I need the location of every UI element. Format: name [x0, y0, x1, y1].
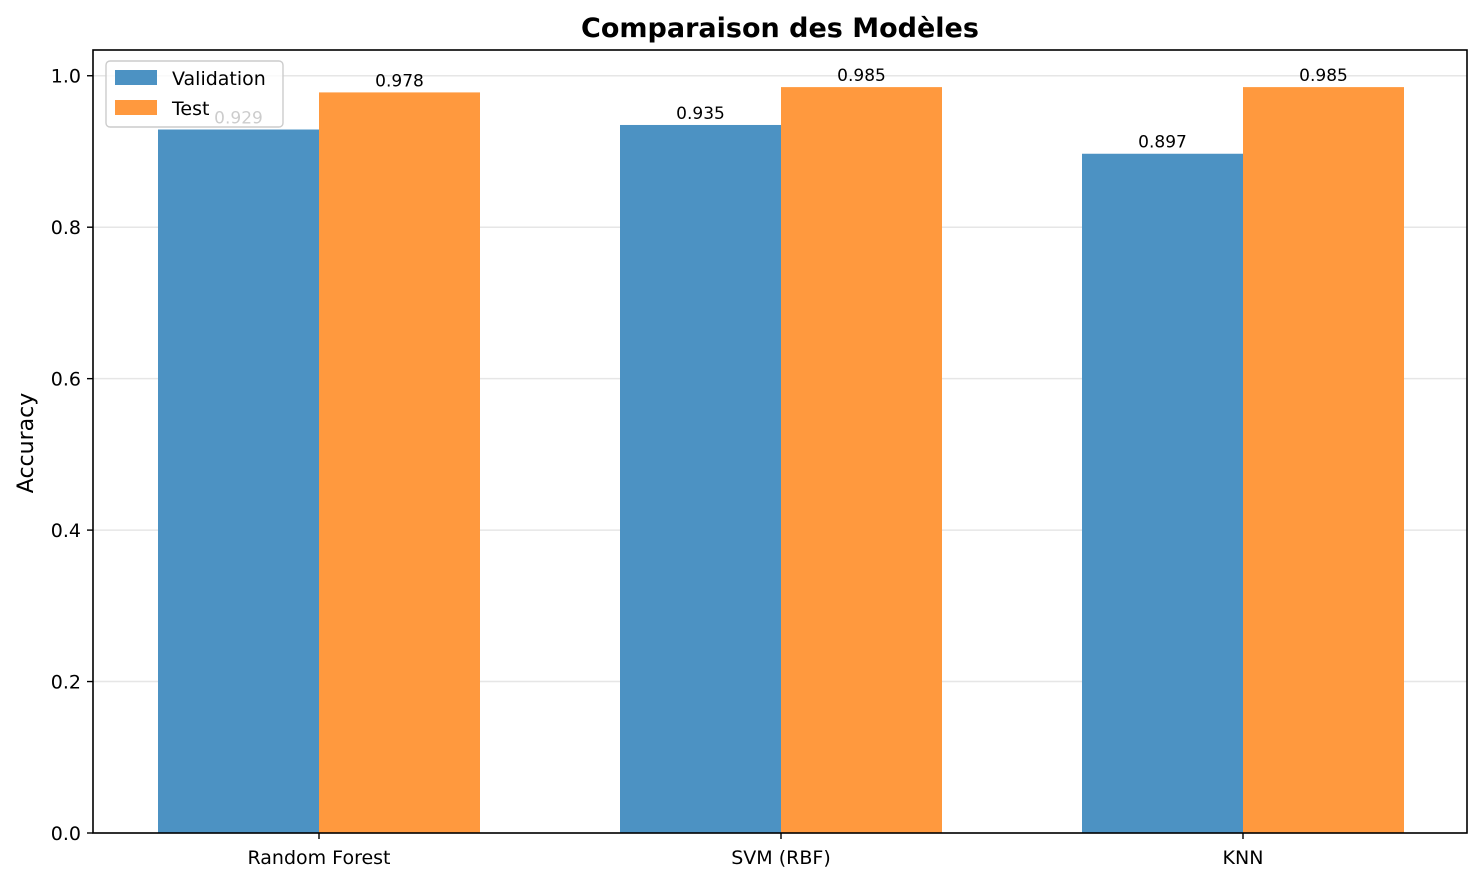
bars — [158, 87, 1404, 834]
chart-title: Comparaison des Modèles — [581, 13, 979, 44]
bar-value-label: 0.985 — [837, 66, 886, 86]
legend: Validation Test — [105, 60, 284, 128]
bar-value-label: 0.985 — [1299, 66, 1348, 86]
bar — [1082, 153, 1243, 833]
bar — [319, 92, 480, 833]
x-tick-label: KNN — [1223, 847, 1264, 869]
plot-frame — [92, 49, 1468, 834]
legend-label: Test — [171, 98, 209, 120]
legend-swatch — [115, 70, 157, 85]
axes: 0.0 0.2 0.4 0.6 0.8 1.0 Random Forest SVM (RBF)… — [51, 49, 1468, 869]
bar-value-label: 0.935 — [676, 104, 725, 124]
y-tick-label: 1.0 — [51, 66, 81, 88]
bar — [620, 124, 781, 834]
y-tick-label: 0.8 — [51, 217, 81, 239]
legend-swatch — [115, 100, 157, 115]
y-axis-title: Accuracy — [14, 393, 39, 493]
y-tick-label: 0.0 — [51, 823, 81, 845]
x-tick-label: SVM (RBF) — [731, 847, 830, 869]
y-tick-label: 0.2 — [51, 672, 81, 694]
bar-value-label: 0.978 — [375, 71, 424, 91]
bar — [781, 87, 942, 834]
bar — [1243, 87, 1404, 834]
bar-value-label: 0.897 — [1138, 133, 1187, 153]
legend-label: Validation — [172, 68, 266, 90]
y-tick-label: 0.6 — [51, 369, 81, 391]
bar — [158, 129, 319, 834]
x-tick-label: Random Forest — [247, 847, 390, 869]
y-tick-label: 0.4 — [51, 520, 81, 542]
